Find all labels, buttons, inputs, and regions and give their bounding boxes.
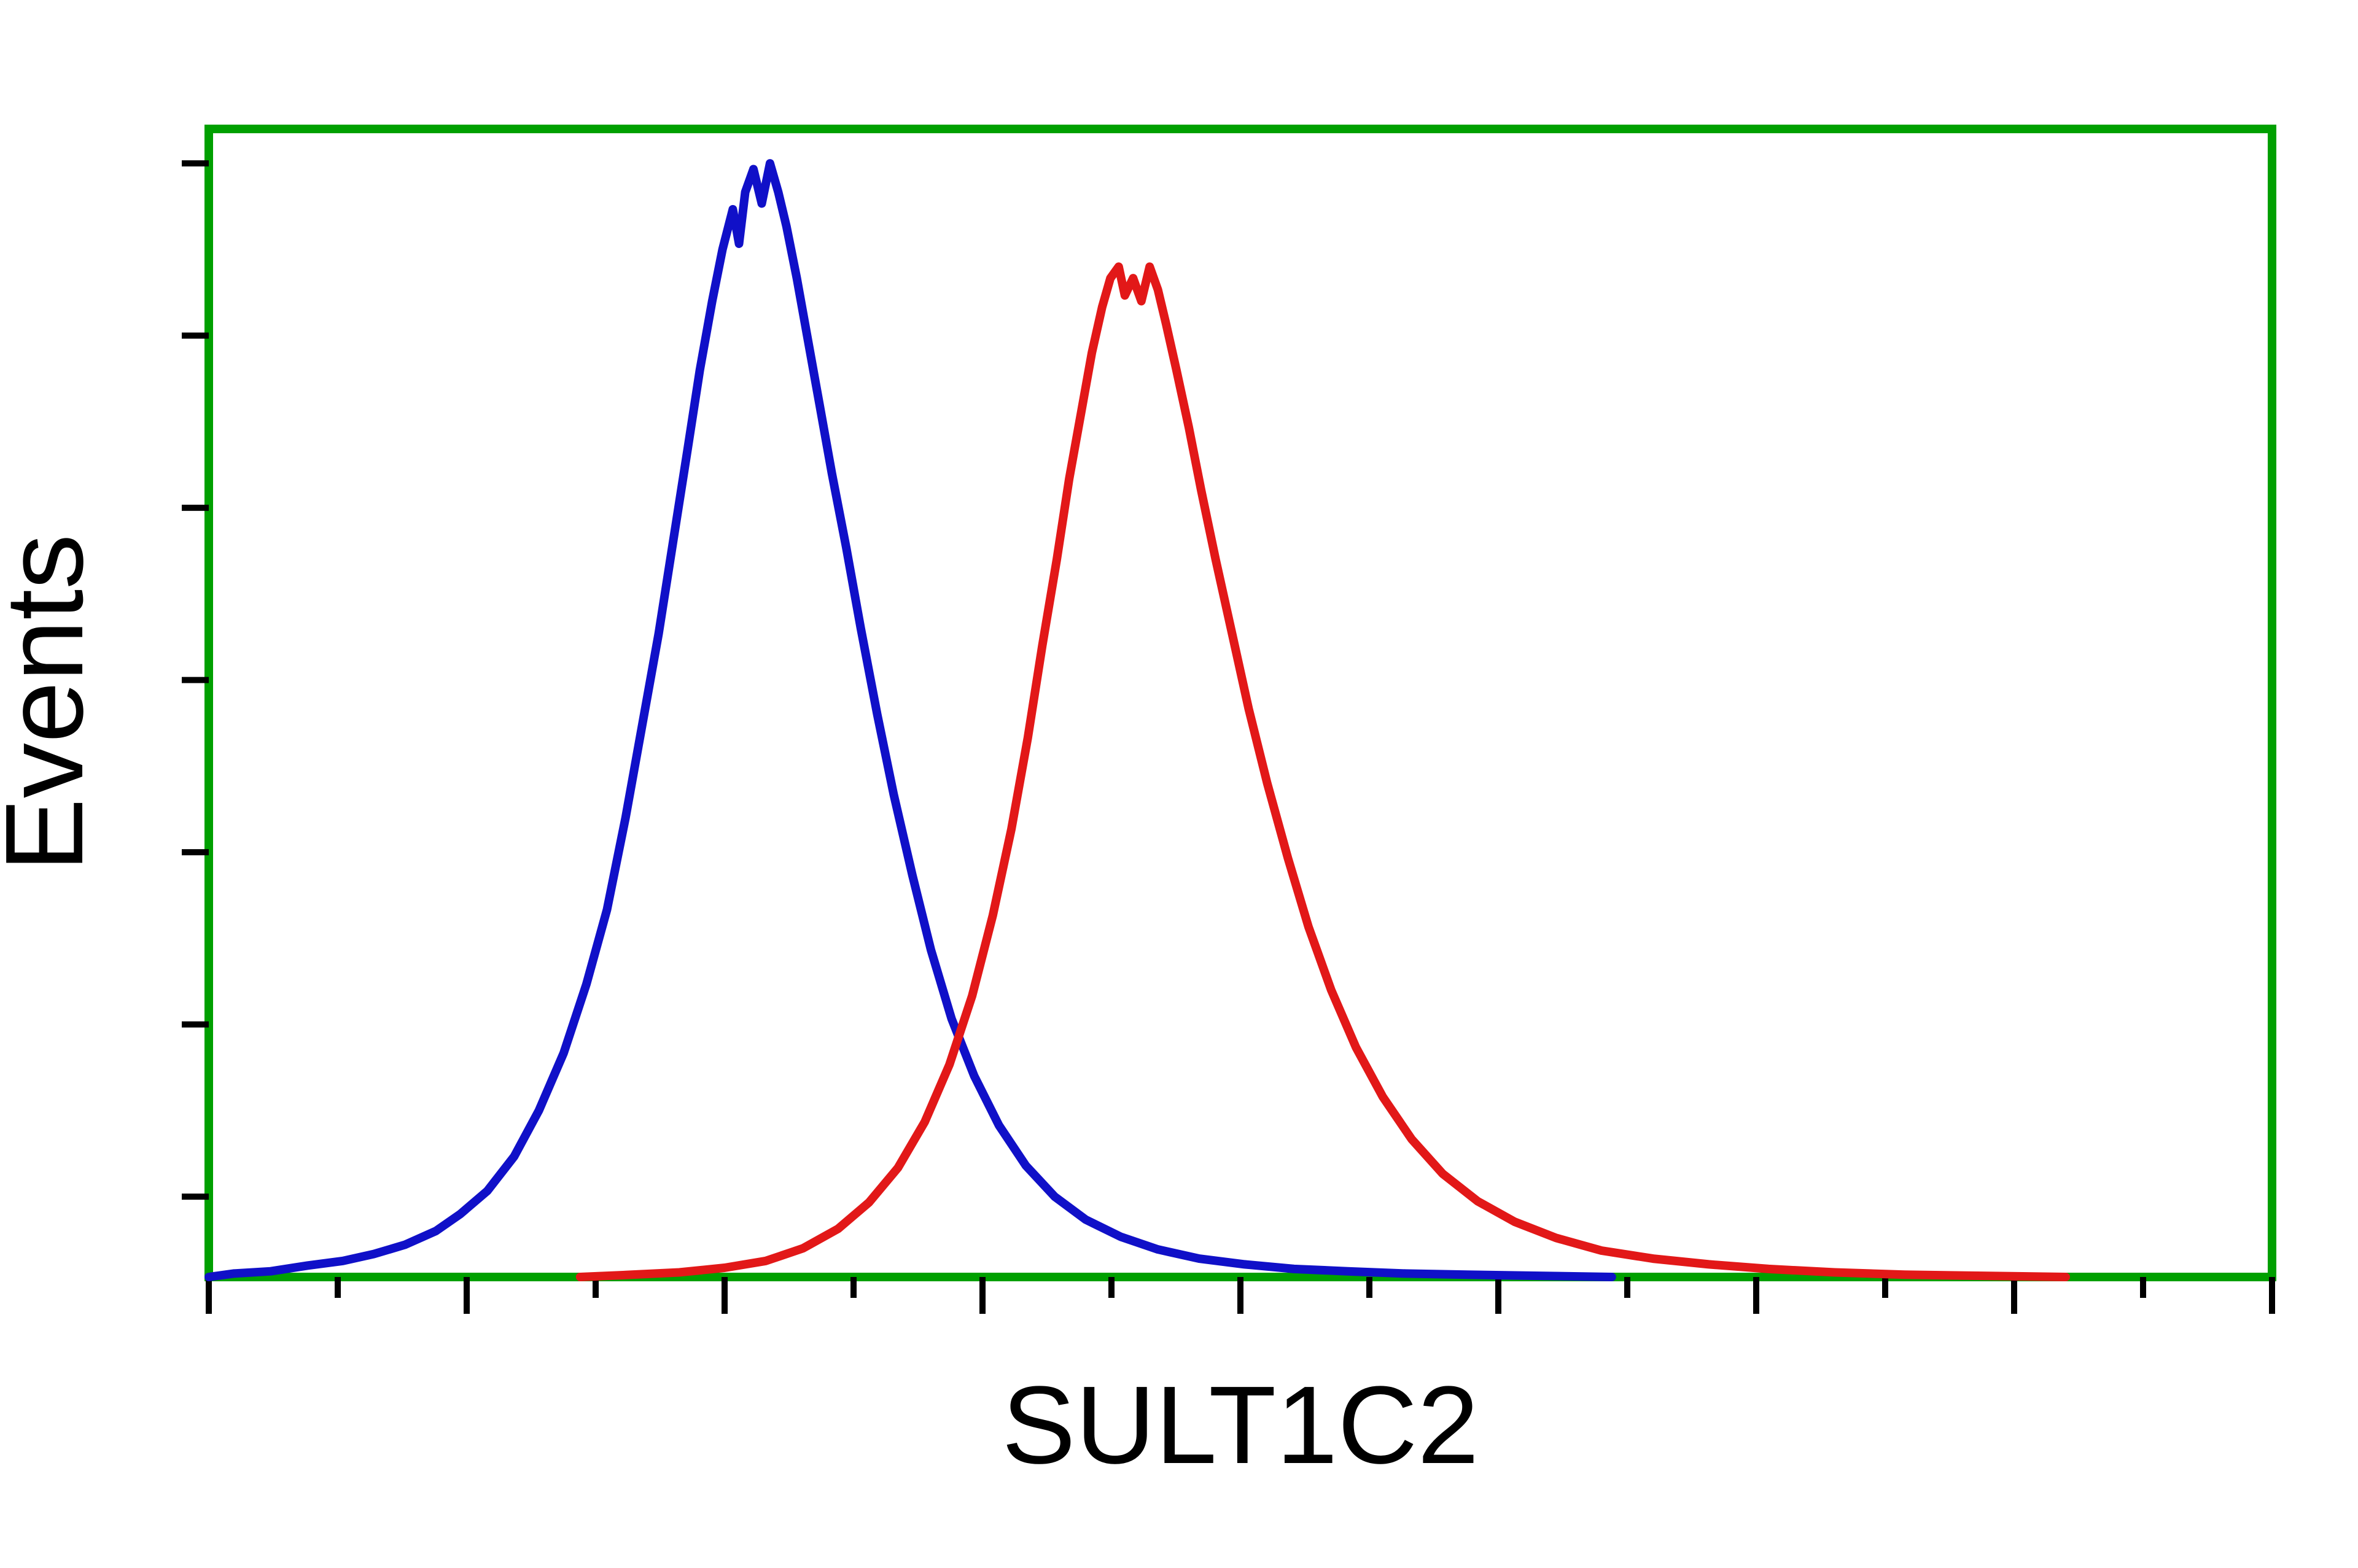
x-axis-label: SULT1C2 xyxy=(1002,1364,1479,1487)
y-axis-label: Events xyxy=(0,534,106,872)
chart-canvas: SULT1C2 Events xyxy=(0,0,2358,1568)
flow-cytometry-chart: SULT1C2 Events xyxy=(0,0,2358,1568)
